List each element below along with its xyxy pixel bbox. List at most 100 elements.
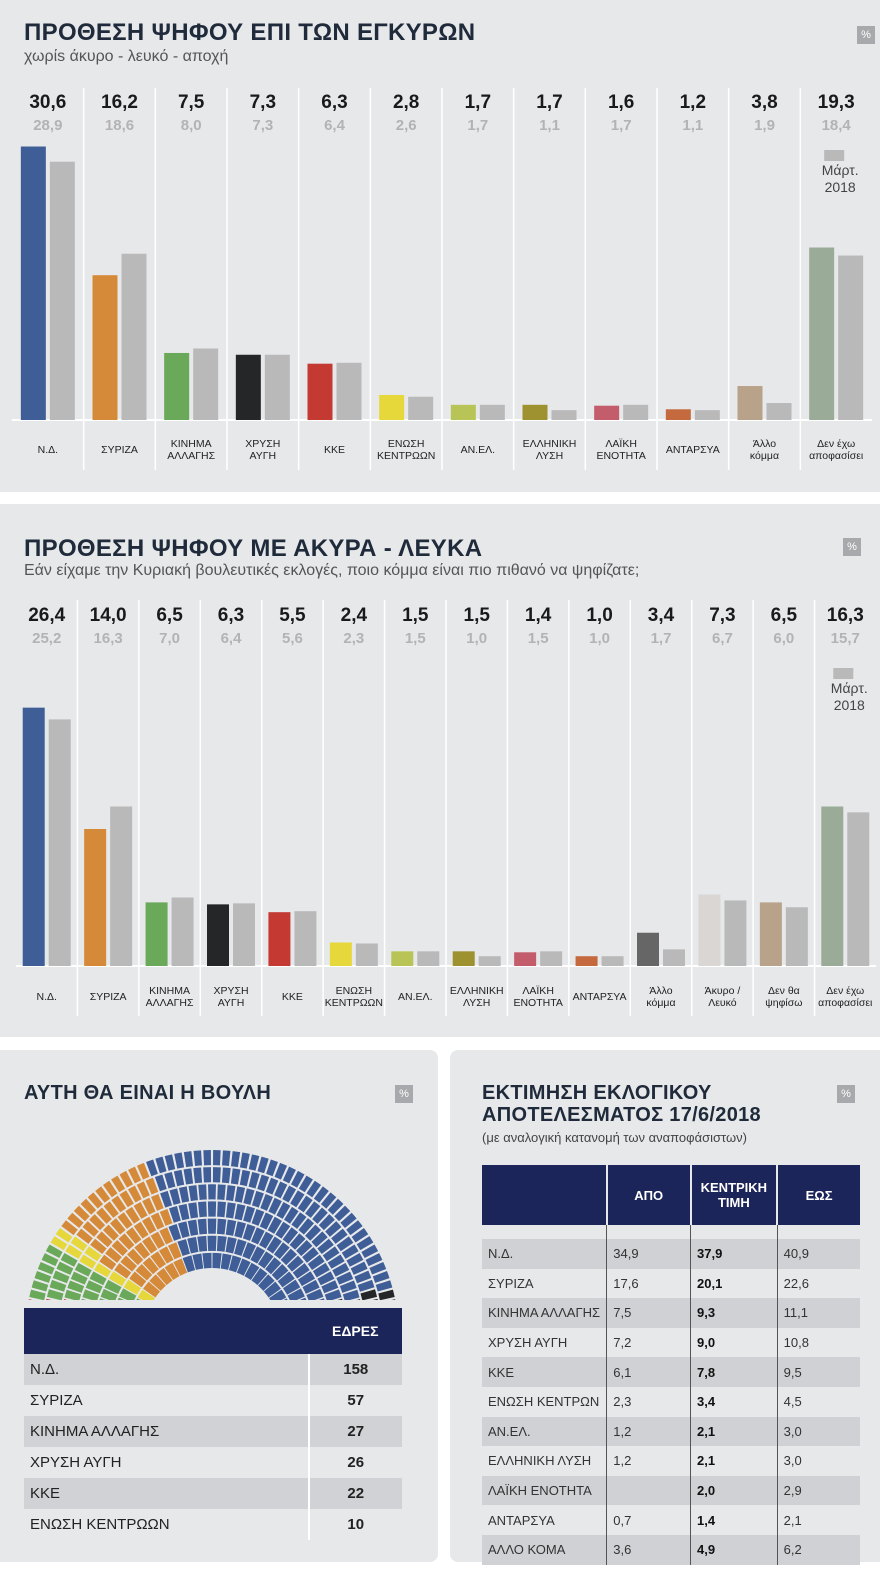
bar-current — [450, 404, 476, 420]
seats-header: ΕΔΡΕΣ — [308, 1308, 402, 1354]
seat-ek — [123, 1279, 142, 1295]
seat-nd — [277, 1271, 295, 1288]
data-label-previous: 6,0 — [773, 630, 794, 647]
percent-badge: % — [395, 1085, 413, 1103]
bar-current — [809, 247, 835, 420]
seat-nd — [346, 1220, 363, 1236]
data-label-current: 3,8 — [751, 92, 777, 113]
seat-nd — [258, 1251, 274, 1269]
seat-nd — [193, 1167, 203, 1184]
seat-syriza — [105, 1247, 122, 1263]
seat-nd — [274, 1181, 288, 1199]
data-label-previous: 1,0 — [589, 630, 610, 647]
data-label-previous: 7,0 — [159, 630, 180, 647]
tick-label: Ν.Δ. — [38, 444, 58, 456]
tick-label: ΧΡΥΣΗ — [213, 985, 248, 997]
bar-previous — [551, 410, 577, 420]
data-label-previous: 25,2 — [32, 630, 61, 647]
estimate-from: 6,1 — [606, 1357, 691, 1387]
seat-syriza — [111, 1195, 127, 1213]
seat-nd — [242, 1223, 256, 1241]
seat-kinal — [117, 1297, 125, 1300]
tick-label: ΕΝΩΣΗ — [388, 438, 425, 450]
estimate-col-central: ΚΕΝΤΡΙΚΗ ΤΙΜΗ — [689, 1165, 778, 1225]
seat-nd — [322, 1246, 340, 1262]
seat-nd — [248, 1171, 260, 1189]
seat-nd — [239, 1169, 251, 1187]
tick-label: αποφασίσει — [818, 997, 873, 1009]
seat-syriza — [135, 1264, 153, 1281]
data-label-previous: 8,0 — [181, 117, 202, 134]
seat-syriza — [120, 1255, 138, 1272]
seat-nd — [266, 1236, 282, 1254]
seat-nd — [312, 1207, 328, 1224]
chart-title: ΠΡΟΘΕΣΗ ΨΗΦΟΥ ΜΕ ΑΚΥΡΑ - ΛΕΥΚΑ — [24, 535, 483, 562]
estimate-to: 40,9 — [776, 1239, 860, 1269]
estimate-from: 2,3 — [606, 1386, 691, 1417]
tick-label: ΕΛΛΗΝΙΚΗ — [450, 985, 504, 997]
bar-chart-with-blank: 26,4 25,2 Ν.Δ. 14,0 16,3 ΣΥΡΙΖΑ 6,5 7,0 ΚΙΝΗΜΑΑΛ… — [16, 600, 876, 1016]
data-label-current: 1,2 — [680, 92, 706, 113]
seat-nd — [284, 1206, 299, 1224]
seat-nd — [280, 1248, 298, 1266]
seat-nd — [258, 1274, 275, 1291]
seat-syriza — [149, 1274, 166, 1291]
seat-syriza — [119, 1190, 134, 1208]
seat-nd — [164, 1171, 176, 1189]
seat-nd — [217, 1184, 226, 1200]
seat-nd — [365, 1253, 383, 1267]
estimate-central: 37,9 — [690, 1239, 778, 1269]
tick-label: Ν.Δ. — [36, 991, 56, 1003]
seat-xa — [391, 1299, 396, 1300]
seat-nd — [290, 1170, 305, 1188]
seat-syriza — [150, 1231, 165, 1249]
seat-syriza — [156, 1268, 173, 1286]
seat-nd — [168, 1206, 181, 1223]
seat-kinal — [104, 1279, 122, 1294]
data-label-current: 1,7 — [536, 92, 562, 113]
bar-current — [821, 806, 844, 966]
seat-nd — [198, 1184, 207, 1200]
seat-nd — [221, 1167, 231, 1184]
seat-nd — [305, 1201, 321, 1218]
tick-label: ΕΝΟΤΗΤΑ — [596, 450, 645, 462]
seat-nd — [273, 1242, 290, 1260]
seat-kke — [28, 1299, 33, 1300]
seats-value: 27 — [307, 1416, 402, 1447]
seat-nd — [243, 1188, 255, 1205]
estimate-central: 3,4 — [690, 1386, 778, 1417]
data-label-current: 6,3 — [218, 605, 244, 626]
seat-nd — [216, 1235, 227, 1252]
seats-row: ΧΡΥΣΗ ΑΥΓΗ 26 — [24, 1447, 402, 1478]
parliament-panel: ΑΥΤΗ ΘΑ ΕΙΝΑΙ Η ΒΟΥΛΗ % ΕΔΡΕΣ Ν.Δ. 158 ΣΥΡ… — [0, 1050, 438, 1562]
tick-label: ΚΙΝΗΜΑ — [171, 438, 212, 450]
bar-current — [84, 829, 107, 966]
estimate-subtitle: (με αναλογική κατανομή των αναποφάσιστων… — [482, 1130, 747, 1145]
seat-ek — [94, 1262, 112, 1278]
data-label-current: 7,3 — [250, 92, 276, 113]
seat-nd — [187, 1236, 199, 1254]
data-label-previous: 6,7 — [712, 630, 733, 647]
seat-syriza — [133, 1202, 148, 1219]
estimate-from: 1,2 — [606, 1446, 691, 1476]
seat-nd — [146, 1159, 158, 1177]
estimate-from: 7,5 — [606, 1298, 691, 1328]
seat-syriza — [128, 1166, 142, 1184]
seat-nd — [155, 1156, 167, 1174]
seats-party-name: ΚΚΕ — [24, 1478, 309, 1509]
seat-kinal — [46, 1289, 64, 1300]
bar-current — [575, 956, 598, 966]
seat-nd — [217, 1201, 227, 1218]
bar-chart-valid: 30,6 28,9 Ν.Δ. 16,2 18,6 ΣΥΡΙΖΑ 7,5 8,0 ΚΙΝΗΜΑΑΛ… — [12, 88, 872, 470]
seat-nd — [269, 1289, 287, 1300]
data-label-current: 5,5 — [279, 605, 306, 626]
data-label-previous: 1,7 — [651, 630, 672, 647]
seat-kinal — [45, 1244, 63, 1259]
tick-label: ΑΝ.ΕΛ. — [398, 991, 432, 1003]
estimate-from: 1,2 — [606, 1416, 691, 1447]
estimate-row: ΑΝ.ΕΛ. 1,2 2,1 3,0 — [482, 1416, 860, 1447]
seat-nd — [297, 1195, 313, 1213]
bar-current — [514, 952, 537, 966]
seat-nd — [217, 1218, 227, 1235]
bar-previous — [479, 404, 505, 420]
